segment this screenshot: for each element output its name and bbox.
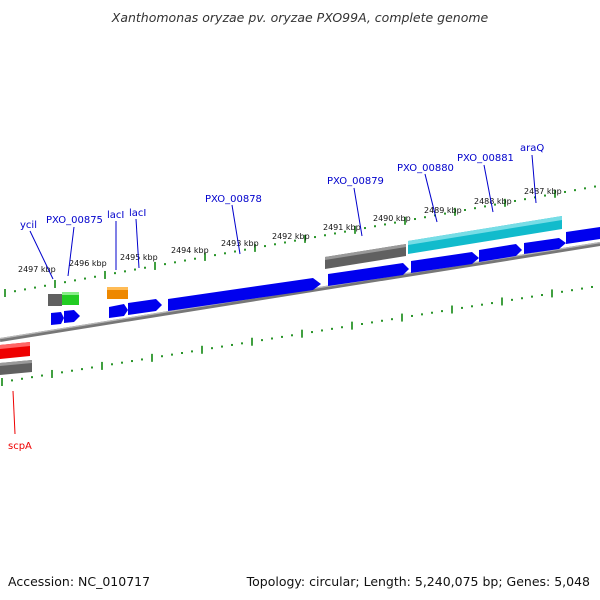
gene-arrow[interactable] [524, 238, 566, 254]
gene-label[interactable]: scpA [8, 441, 32, 452]
kbp-label: 2489 kbp [424, 206, 462, 215]
kbp-label: 2497 kbp [18, 265, 56, 274]
accession-text: Accession: NC_010717 [8, 574, 151, 589]
gene-arrow[interactable] [479, 244, 522, 262]
gene-labels: ycil PXO_00875 lacI lacI PXO_00878 PXO_0… [8, 143, 544, 452]
gene-label[interactable]: PXO_00875 [46, 215, 103, 226]
gene-label[interactable]: lacI [129, 208, 146, 219]
gene-arrow[interactable] [566, 227, 600, 244]
gene-arrow[interactable] [109, 304, 128, 318]
gene-arrow[interactable] [128, 299, 162, 315]
kbp-label: 2492 kbp [272, 232, 310, 241]
gene-track-upper [48, 216, 562, 306]
gene-label[interactable]: PXO_00881 [457, 153, 514, 164]
map-title: Xanthomonas oryzae pv. oryzae PXO99A, co… [111, 10, 489, 25]
gene-arrow[interactable] [168, 278, 321, 311]
kbp-label: 2487 kbp [524, 187, 562, 196]
gene-feature-cyan[interactable] [408, 216, 562, 254]
gene-label-leaders [12, 154, 537, 435]
kbp-label: 2491 kbp [323, 223, 361, 232]
gene-label[interactable]: PXO_00879 [327, 176, 384, 187]
kbp-label: 2493 kbp [221, 239, 259, 248]
gene-track-inner [51, 227, 600, 325]
topology-text: Topology: circular; Length: 5,240,075 bp… [246, 574, 590, 589]
gene-arrow[interactable] [64, 310, 80, 323]
kbp-label: 2488 kbp [474, 197, 512, 206]
gene-label[interactable]: PXO_00878 [205, 194, 262, 205]
kbp-label: 2496 kbp [69, 259, 107, 268]
gene-feature-gray[interactable] [0, 360, 32, 375]
gene-track-lower [0, 342, 32, 375]
kbp-label: 2494 kbp [171, 246, 209, 255]
kbp-label: 2490 kbp [373, 214, 411, 223]
gene-arrow[interactable] [51, 312, 64, 325]
gene-feature-gray[interactable] [325, 244, 406, 269]
gene-feature-green[interactable] [62, 292, 79, 305]
gene-label[interactable]: lacI [107, 210, 124, 221]
gene-label[interactable]: PXO_00880 [397, 163, 454, 174]
tick-track-upper [4, 185, 596, 297]
gene-arrow[interactable] [411, 252, 479, 273]
gene-feature-red[interactable] [0, 342, 30, 359]
gene-arrow[interactable] [328, 263, 409, 286]
gene-label[interactable]: araQ [520, 143, 544, 154]
gene-feature-gray[interactable] [48, 294, 62, 306]
gene-label[interactable]: ycil [20, 220, 37, 231]
tick-track-lower [1, 285, 593, 386]
gene-feature-orange[interactable] [107, 287, 128, 299]
